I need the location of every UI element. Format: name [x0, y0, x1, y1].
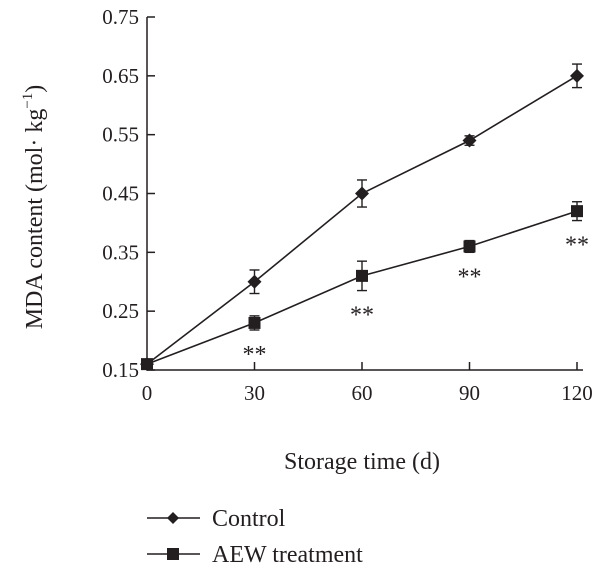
legend-item-control: Control	[147, 506, 286, 532]
x-tick-label: 90	[459, 381, 480, 405]
y-tick-label: 0.45	[102, 182, 139, 206]
significance-label: **	[243, 342, 267, 368]
significance-label: **	[458, 264, 482, 290]
data-point-aew	[356, 269, 368, 282]
legend-control-marker	[167, 512, 179, 524]
legend: Control AEW treatment	[147, 506, 363, 568]
y-axis-title-sup: −1	[20, 93, 36, 109]
y-tick-label: 0.15	[102, 358, 139, 382]
series-layer	[140, 63, 584, 372]
y-tick-label: 0.25	[102, 299, 139, 323]
data-point-aew	[248, 316, 261, 329]
data-point-control	[247, 274, 262, 289]
x-tick-label: 30	[244, 381, 265, 405]
legend-item-aew: AEW treatment	[147, 542, 363, 568]
legend-aew-label: AEW treatment	[212, 542, 363, 568]
significance-label: **	[565, 233, 589, 259]
y-axis-title: MDA content (mol· kg−1)	[20, 85, 48, 330]
y-axis-title-close: )	[22, 85, 48, 93]
series-aew	[141, 201, 583, 371]
y-axis-title-main: MDA content (mol· kg	[22, 109, 48, 330]
data-point-control	[355, 186, 369, 201]
y-tick-label: 0.35	[102, 240, 139, 264]
data-point-aew	[141, 358, 153, 371]
axes: 0.15 0.25 0.35 0.45 0.55 0.65 0.75 0 30 60 90 120	[102, 5, 593, 405]
x-axis-title: Storage time (d)	[284, 449, 440, 475]
data-point-control	[570, 68, 584, 83]
x-tick-label: 60	[352, 381, 373, 405]
significance-label: **	[350, 303, 374, 329]
x-tick-label: 0	[142, 381, 153, 405]
y-tick-label: 0.65	[102, 64, 139, 88]
y-tick-label: 0.75	[102, 5, 139, 29]
y-tick-label: 0.55	[102, 123, 139, 147]
legend-aew-marker	[167, 548, 179, 560]
legend-control-label: Control	[212, 506, 286, 532]
data-point-control	[462, 133, 477, 148]
x-tick-label: 120	[561, 381, 593, 405]
data-point-aew	[463, 240, 476, 253]
annotations-layer: ** ** ** **	[243, 233, 590, 368]
data-point-aew	[571, 205, 583, 218]
